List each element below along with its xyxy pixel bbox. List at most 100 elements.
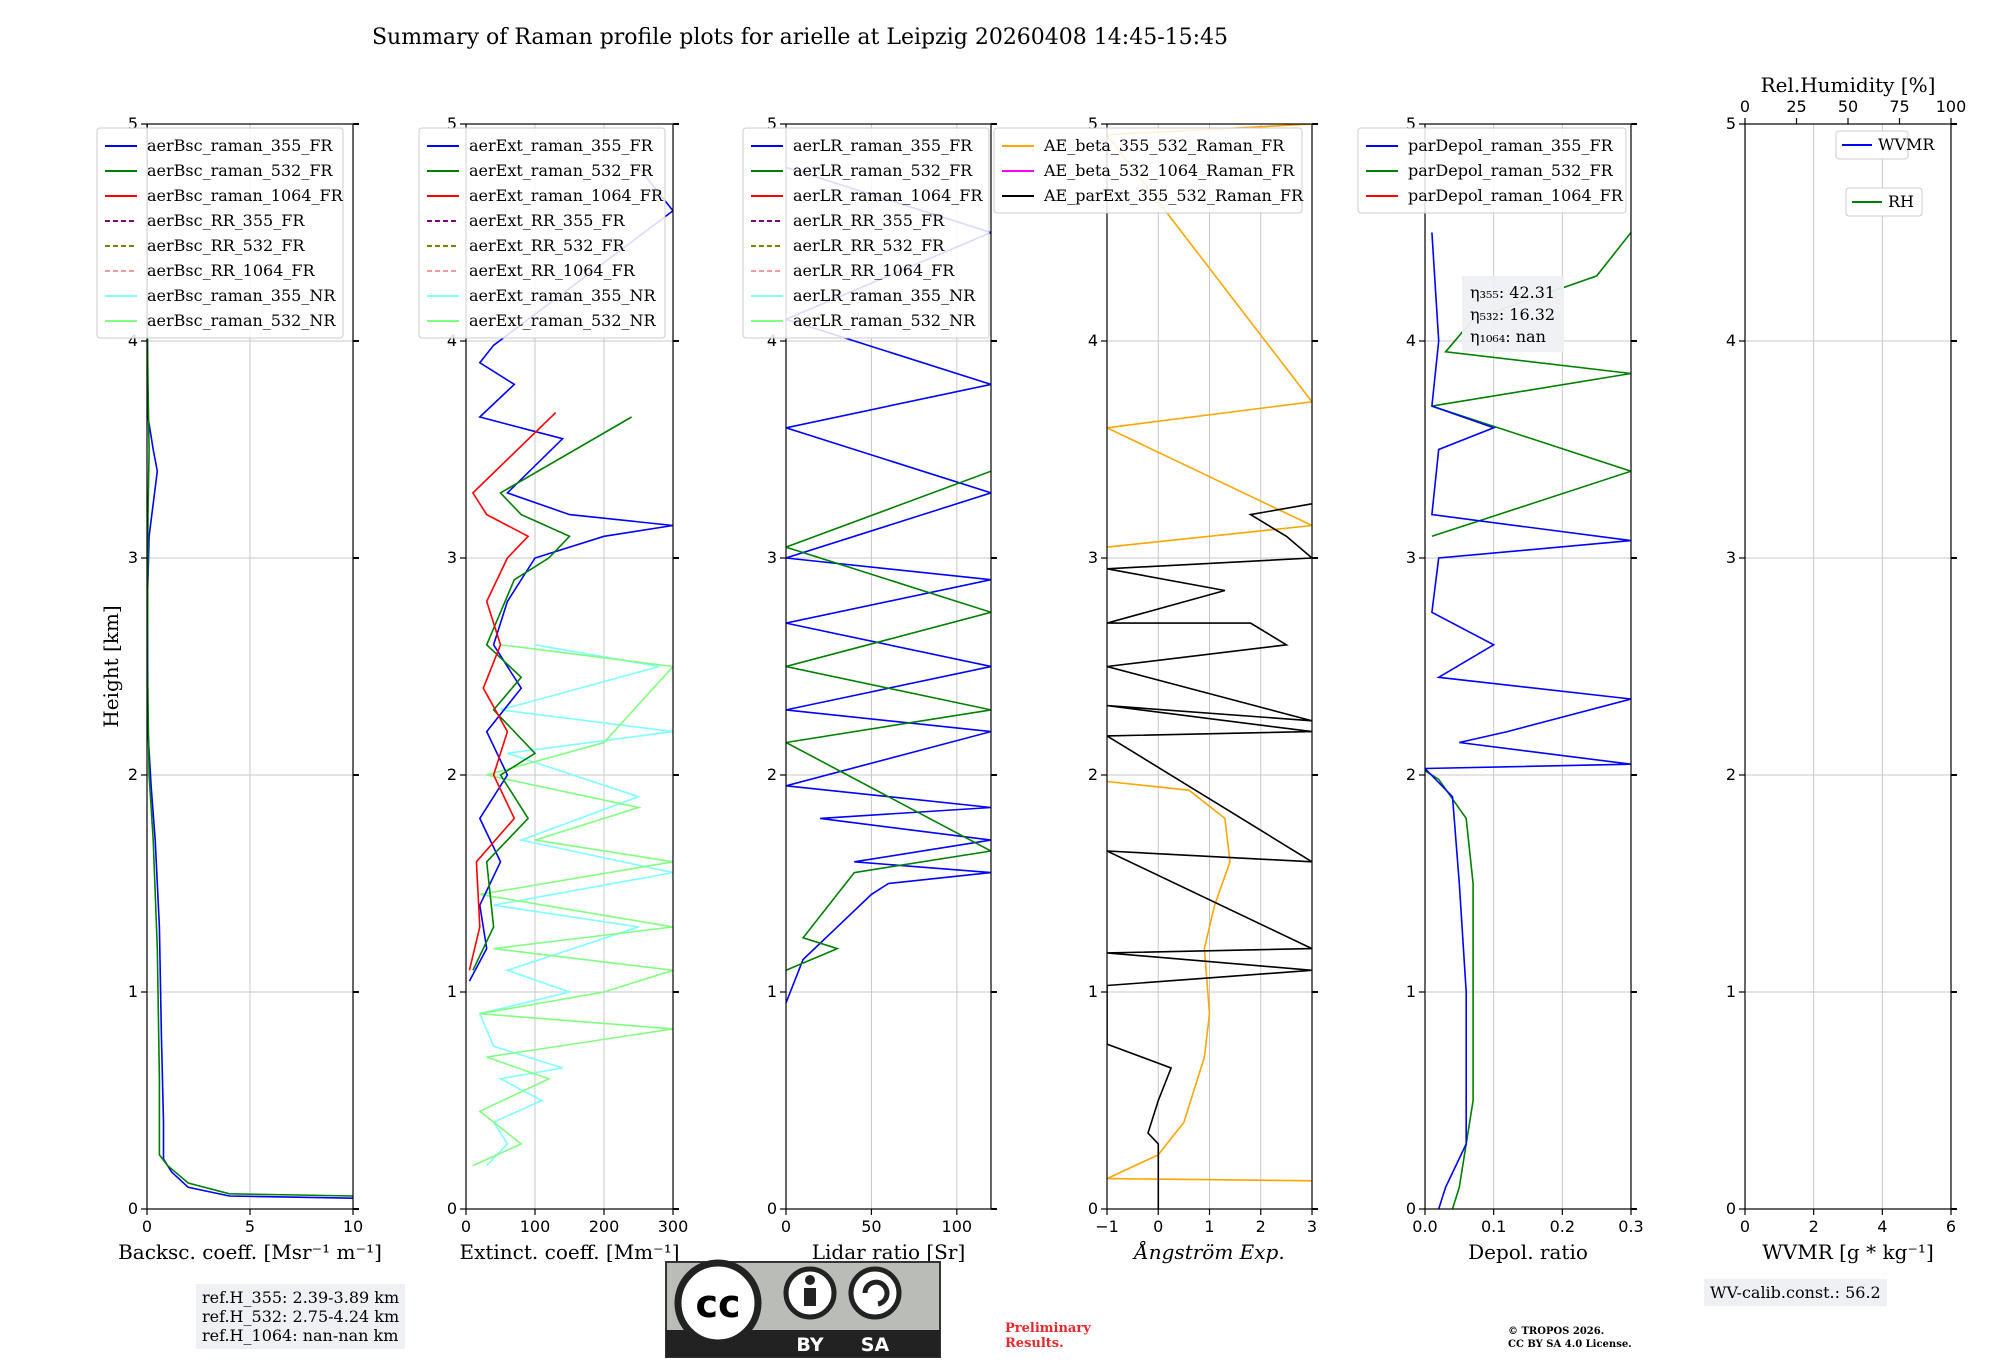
legend-label: aerExt_raman_355_FR: [469, 136, 654, 155]
xtick-label-bsc: 10: [343, 1217, 363, 1236]
xtick-label-wv: 6: [1946, 1217, 1956, 1236]
series-aerLR_raman_355_FR: [786, 166, 991, 1004]
ytick-label-ext: 3: [447, 548, 457, 567]
ytick-label-lr: 5: [767, 114, 777, 133]
panel-ext: 0 100 200 300 0 1 2 3 4 5 Extinct. coeff. [Mm⁻¹] ae…: [418, 114, 689, 1264]
ytick-label-ext: 0: [447, 1199, 457, 1218]
series-AE_beta_355_532_Raman_FR: [1107, 780, 1312, 1182]
ytick-label-ae: 0: [1088, 1199, 1098, 1218]
legend-depol: parDepol_raman_355_FR parDepol_raman_532_…: [1357, 127, 1627, 214]
wv-calibration-box: WV-calib.const.: 56.2: [1704, 1279, 1887, 1306]
series-parDepol_raman_355_FR: [1425, 232, 1631, 1209]
toptick-label-rh: 75: [1889, 97, 1909, 116]
ytick-label-wv: 5: [1726, 114, 1736, 133]
legend-label: aerLR_raman_355_FR: [793, 136, 973, 155]
legend-label: AE_beta_355_532_Raman_FR: [1043, 136, 1285, 155]
axes-frame-wv: [1744, 123, 1952, 1210]
xtick-label-wv: 2: [1809, 1217, 1819, 1236]
legend-label: parDepol_raman_532_FR: [1408, 161, 1614, 180]
xtick-label-lr: 50: [861, 1217, 881, 1236]
panel-bsc: 0 5 10 0 1 2 3 4 5 Backsc. coeff. [Msr⁻¹ m⁻¹] Heig…: [96, 114, 382, 1264]
xtick-label-ext: 300: [658, 1217, 689, 1236]
legend-label: AE_parExt_355_532_Raman_FR: [1043, 186, 1304, 205]
series-aerLR_raman_532_FR: [786, 470, 991, 972]
legend-label: aerBsc_raman_1064_FR: [147, 186, 344, 205]
ytick-label-depol: 1: [1406, 982, 1416, 1001]
xtick-label-ae: 0: [1153, 1217, 1163, 1236]
legend-label: aerLR_raman_532_FR: [793, 161, 973, 180]
xlabel-bsc: Backsc. coeff. [Msr⁻¹ m⁻¹]: [118, 1240, 382, 1264]
ytick-label-depol: 0: [1406, 1199, 1416, 1218]
xtick-label-ae: 1: [1204, 1217, 1214, 1236]
ytick-label-ext: 5: [447, 114, 457, 133]
xtick-label-bsc: 5: [245, 1217, 255, 1236]
ytick-label-wv: 1: [1726, 982, 1736, 1001]
ytick-label-lr: 0: [767, 1199, 777, 1218]
ytick-label-lr: 3: [767, 548, 777, 567]
series-aerExt_raman_532_NR: [472, 644, 673, 1167]
ytick-label-lr: 1: [767, 982, 777, 1001]
axes-frame-ext: [465, 123, 674, 1210]
series-aerBsc_raman_532_FR: [147, 124, 353, 1197]
legend-label: aerLR_RR_355_FR: [793, 211, 945, 230]
legend-label: aerExt_RR_1064_FR: [469, 261, 636, 280]
wv-calib-const: WV-calib.const.: 56.2: [1710, 1283, 1881, 1302]
ytick-label-ae: 3: [1088, 548, 1098, 567]
eta-annotation: η₃₅₅: 42.31 η₅₃₂: 16.32 η₁₀₆₄: nan: [1462, 276, 1564, 352]
xtick-label-lr: 100: [942, 1217, 973, 1236]
legend-label: aerBsc_raman_532_FR: [147, 161, 333, 180]
xtick-label-wv: 4: [1877, 1217, 1887, 1236]
ytick-label-depol: 3: [1406, 548, 1416, 567]
xtick-label-ae: 3: [1307, 1217, 1317, 1236]
xtick-label-ae: 2: [1256, 1217, 1266, 1236]
ytick-label-lr: 2: [767, 765, 777, 784]
ytick-label-depol: 4: [1406, 331, 1416, 350]
legend-label: aerBsc_RR_355_FR: [147, 211, 305, 230]
xtick-label-ae: −1: [1095, 1217, 1119, 1236]
eta-line: η₁₀₆₄: nan: [1470, 327, 1546, 346]
legend-ext: aerExt_raman_355_FR aerExt_raman_532_FRae…: [418, 127, 666, 339]
series-aerExt_raman_1064_FR: [468, 412, 557, 971]
xtick-label-ext: 200: [589, 1217, 620, 1236]
legend-label: aerBsc_raman_355_NR: [147, 286, 336, 305]
legend-lr: aerLR_raman_355_FR aerLR_raman_532_FR aerL…: [742, 127, 990, 339]
series-aerExt_raman_355_FR: [468, 166, 673, 982]
preliminary-line2: Results.: [1005, 1336, 1064, 1351]
xlabel-lr: Lidar ratio [Sr]: [812, 1240, 966, 1264]
ytick-label-bsc: 5: [128, 114, 138, 133]
sa-share-icon: [848, 1266, 902, 1320]
legend-ae: AE_beta_355_532_Raman_FR AE_beta_532_1064…: [993, 127, 1304, 214]
copyright-line1: © TROPOS 2026.: [1508, 1326, 1604, 1337]
ytick-label-wv: 4: [1726, 331, 1736, 350]
legend-label: aerBsc_raman_355_FR: [147, 136, 333, 155]
legend-wv-RH: RH: [1845, 187, 1923, 217]
ytick-label-bsc: 3: [128, 548, 138, 567]
legend-label: AE_beta_532_1064_Raman_FR: [1043, 161, 1295, 180]
cc-license-badge: cc BY SA: [665, 1259, 941, 1358]
legend-label: aerLR_RR_1064_FR: [793, 261, 955, 280]
refh-532: ref.H_532: 2.75-4.24 km: [202, 1307, 400, 1326]
series-parDepol_raman_532_FR: [1425, 770, 1474, 1209]
ytick-label-ext: 4: [447, 331, 457, 350]
toptick-label-rh: 0: [1740, 97, 1750, 116]
legend-label: RH: [1888, 192, 1914, 211]
copyright-line2: CC BY SA 4.0 License.: [1508, 1339, 1632, 1350]
legend-label: aerExt_raman_532_NR: [469, 311, 657, 330]
legend-label: aerExt_RR_355_FR: [469, 211, 626, 230]
xtick-label-depol: 0.2: [1550, 1217, 1575, 1236]
legend-label: aerBsc_RR_1064_FR: [147, 261, 316, 280]
series-aerBsc_raman_355_FR: [147, 124, 353, 1199]
panel-lr: 0 50 100 0 1 2 3 4 5 Lidar ratio [Sr] aerLR_raman_…: [742, 114, 997, 1264]
legend-label: aerBsc_RR_532_FR: [147, 236, 305, 255]
toplabel-rh: Rel.Humidity [%]: [1761, 73, 1936, 97]
xtick-label-lr: 0: [781, 1217, 791, 1236]
cc-icon: [674, 1259, 762, 1347]
ytick-label-bsc: 4: [128, 331, 138, 350]
xtick-label-depol: 0.0: [1412, 1217, 1437, 1236]
ytick-label-ae: 1: [1088, 982, 1098, 1001]
legend-label: aerLR_raman_532_NR: [793, 311, 976, 330]
xtick-label-bsc: 0: [142, 1217, 152, 1236]
legend-label: aerExt_raman_1064_FR: [469, 186, 664, 205]
toptick-label-rh: 50: [1838, 97, 1858, 116]
